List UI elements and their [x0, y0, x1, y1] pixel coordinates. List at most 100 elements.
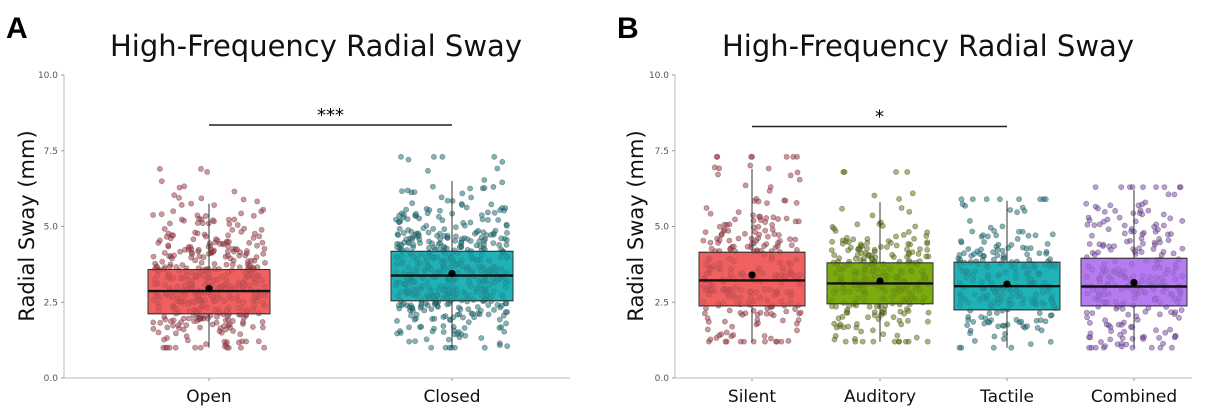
data-point — [1027, 341, 1034, 347]
data-point — [439, 217, 446, 224]
data-point — [403, 236, 410, 242]
data-point — [1167, 326, 1173, 333]
data-point — [1001, 255, 1007, 262]
data-point — [880, 331, 887, 338]
data-point — [192, 257, 198, 264]
data-point — [987, 224, 994, 231]
data-point — [240, 314, 247, 321]
data-point — [1121, 230, 1128, 237]
data-point — [1171, 191, 1178, 198]
data-point — [223, 261, 230, 268]
data-point — [490, 240, 497, 246]
data-point — [496, 324, 503, 331]
data-point — [501, 328, 508, 335]
data-point — [726, 237, 733, 244]
data-point — [456, 244, 463, 250]
mean-marker — [1003, 280, 1011, 288]
data-point — [858, 250, 865, 256]
x-tick-label: Tactile — [979, 387, 1034, 407]
y-tick-label: 5.0 — [44, 223, 59, 233]
data-point — [1033, 317, 1040, 324]
data-point — [1043, 250, 1050, 257]
data-point — [1087, 319, 1093, 326]
data-point — [864, 245, 870, 252]
data-point — [150, 319, 157, 326]
data-point — [1089, 310, 1096, 316]
data-point — [440, 243, 447, 250]
data-point — [1102, 343, 1108, 349]
data-point — [792, 236, 799, 243]
data-point — [158, 211, 165, 218]
data-point — [465, 306, 472, 313]
data-point — [768, 310, 775, 317]
data-point — [859, 338, 866, 345]
data-point — [199, 220, 206, 227]
data-point — [1106, 243, 1112, 250]
data-point — [188, 254, 195, 261]
data-point — [858, 328, 864, 335]
data-point — [1125, 311, 1132, 318]
data-point — [1105, 226, 1112, 233]
data-point — [440, 323, 447, 329]
data-point — [1008, 344, 1015, 351]
data-point — [434, 232, 440, 239]
data-point — [1150, 246, 1157, 252]
data-point — [870, 338, 877, 345]
data-point — [780, 317, 786, 324]
data-point — [993, 232, 1000, 239]
data-point — [230, 257, 237, 264]
data-point — [842, 338, 849, 345]
data-point — [1179, 217, 1186, 224]
data-point — [1044, 240, 1051, 247]
data-point — [229, 226, 236, 233]
data-point — [1161, 184, 1168, 190]
data-point — [405, 156, 412, 163]
significance-label: *** — [317, 105, 344, 126]
data-point — [456, 334, 463, 341]
data-point — [911, 235, 917, 242]
data-point — [833, 303, 839, 310]
data-point — [1165, 191, 1172, 198]
data-point — [181, 183, 188, 190]
data-point — [504, 343, 511, 349]
data-point — [259, 239, 266, 246]
data-point — [1091, 251, 1098, 258]
y-tick-label: 7.5 — [44, 147, 58, 157]
data-point — [491, 153, 498, 160]
data-point — [884, 244, 890, 250]
data-point — [794, 327, 800, 334]
data-point — [839, 240, 846, 247]
data-point — [1034, 324, 1041, 331]
data-point — [1032, 232, 1039, 239]
data-point — [999, 223, 1006, 230]
data-point — [400, 300, 407, 307]
data-point — [865, 314, 871, 321]
data-point — [984, 233, 991, 240]
data-point — [1019, 228, 1026, 235]
data-point — [444, 197, 451, 204]
data-point — [234, 222, 241, 228]
data-point — [742, 310, 749, 317]
data-point — [1007, 207, 1014, 213]
data-point — [499, 179, 506, 186]
data-point — [420, 225, 427, 232]
data-point — [900, 231, 907, 238]
significance-label: * — [875, 107, 884, 128]
data-point — [222, 253, 229, 260]
data-point — [1135, 202, 1142, 209]
data-point — [155, 329, 162, 336]
data-point — [474, 304, 481, 310]
data-point — [1107, 336, 1114, 343]
data-point — [161, 336, 167, 343]
mean-marker — [876, 277, 884, 285]
data-point — [413, 311, 420, 318]
data-point — [776, 232, 782, 238]
data-point — [423, 336, 430, 343]
data-point — [968, 252, 975, 259]
data-point — [468, 194, 474, 201]
data-point — [438, 194, 445, 201]
data-point — [211, 260, 218, 267]
data-point — [1172, 333, 1179, 339]
data-point — [1118, 184, 1125, 190]
data-point — [1024, 251, 1031, 258]
